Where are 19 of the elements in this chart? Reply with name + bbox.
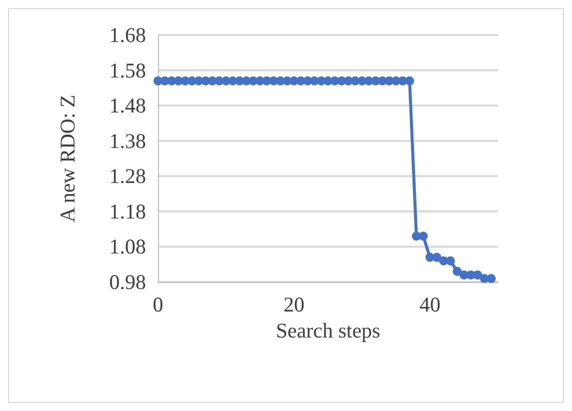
point <box>473 270 482 280</box>
y-tick-label: 1.58 <box>109 58 146 82</box>
y-tick-label: 1.28 <box>109 164 146 188</box>
x-axis-title: Search steps <box>276 318 380 342</box>
y-tick-label: 1.08 <box>109 234 146 259</box>
point <box>452 266 462 276</box>
x-tick-label: 20 <box>284 292 304 316</box>
point <box>418 232 428 241</box>
y-tick-label: 1.68 <box>109 23 146 47</box>
y-tick-label: 1.38 <box>109 128 146 153</box>
y-axis-title: A new RDO: Z <box>56 94 80 222</box>
x-tick-label: 0 <box>152 292 164 316</box>
point <box>432 252 442 262</box>
point <box>405 76 414 86</box>
point <box>486 274 496 283</box>
y-tick-label: 1.18 <box>109 199 146 224</box>
y-tick-label: 0.98 <box>109 270 146 294</box>
y-tick-label: 1.48 <box>109 94 146 118</box>
x-tick-label: 40 <box>420 292 440 316</box>
